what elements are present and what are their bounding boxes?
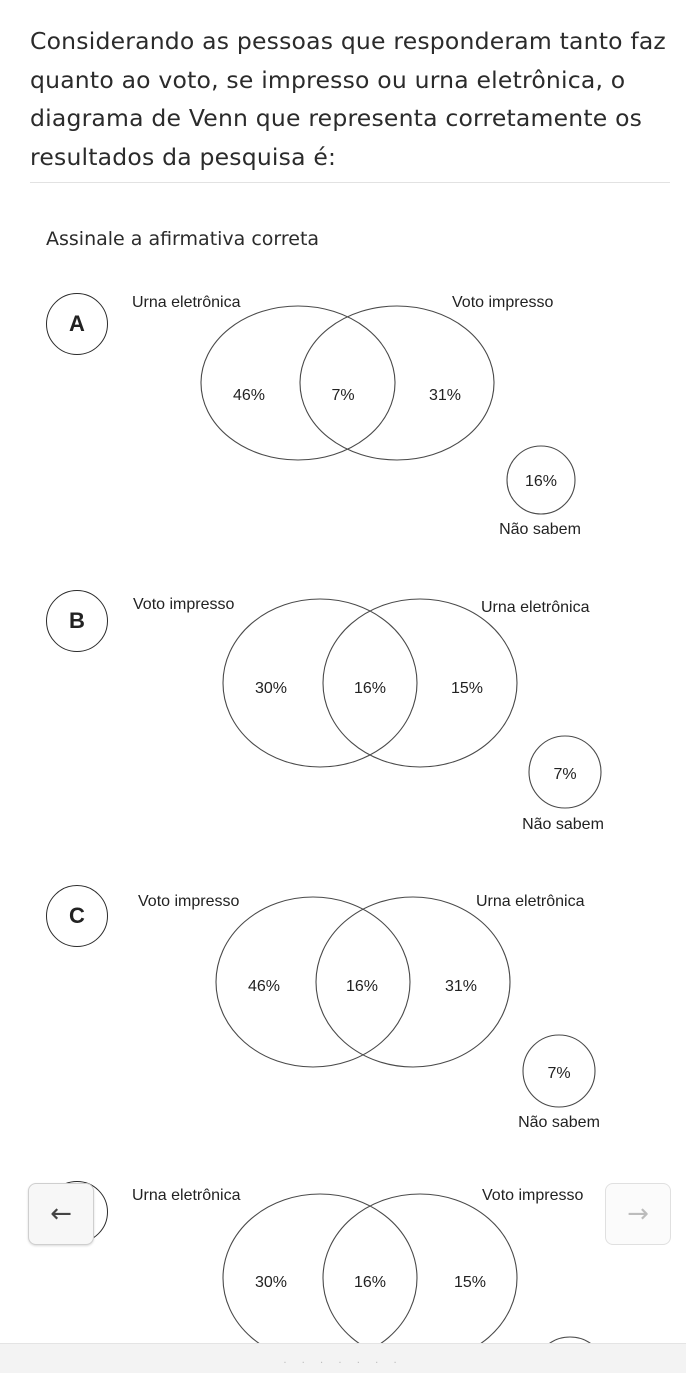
venn-label-right: Voto impresso xyxy=(452,294,553,311)
outside-circle xyxy=(528,735,602,809)
venn-circle-right xyxy=(299,305,495,461)
question-text: Considerando as pessoas que responderam … xyxy=(30,27,666,171)
venn-value-left: 30% xyxy=(255,680,287,697)
venn-label-right: Voto impresso xyxy=(482,1187,583,1204)
venn-value-right: 31% xyxy=(445,978,477,995)
outside-circle xyxy=(522,1034,596,1108)
venn-diagram-d: Urna eletrônica Voto impresso 30% 16% 15… xyxy=(132,1187,591,1343)
venn-value-center: 16% xyxy=(354,1274,386,1291)
outside-label: Não sabem xyxy=(522,816,604,833)
option-a[interactable]: A Urna eletrônica Voto impresso 46% 7% 3… xyxy=(0,285,686,575)
outside-label: Não sabem xyxy=(499,521,581,538)
option-d[interactable]: Urna eletrônica Voto impresso 30% 16% 15… xyxy=(0,1178,686,1343)
next-button[interactable]: → xyxy=(605,1183,671,1245)
arrow-right-icon: → xyxy=(627,1199,649,1229)
venn-value-left: 46% xyxy=(233,387,265,404)
instruction-text: Assinale a afirmativa correta xyxy=(46,228,320,250)
venn-circle-left xyxy=(222,1193,418,1343)
option-letter-b[interactable]: B xyxy=(46,590,108,652)
option-b[interactable]: B Voto impresso Urna eletrônica 30% 16% … xyxy=(0,587,686,877)
venn-value-center: 16% xyxy=(346,978,378,995)
outside-value: 16% xyxy=(525,473,557,490)
venn-circle-left xyxy=(215,896,411,1068)
venn-circle-left xyxy=(200,305,396,461)
outside-circle xyxy=(549,1336,591,1343)
venn-value-right: 31% xyxy=(429,387,461,404)
outside-label: Não sabem xyxy=(518,1114,600,1131)
venn-diagram-b: Voto impresso Urna eletrônica 30% 16% 15… xyxy=(133,596,604,833)
venn-value-left: 30% xyxy=(255,1274,287,1291)
venn-label-right: Urna eletrônica xyxy=(476,893,585,910)
venn-diagram-c: Voto impresso Urna eletrônica 46% 16% 31… xyxy=(138,893,600,1131)
venn-circle-right xyxy=(322,598,518,768)
outside-circle xyxy=(506,445,576,515)
venn-circle-right xyxy=(322,1193,518,1343)
outside-value: 7% xyxy=(547,1065,570,1082)
prev-button[interactable]: ← xyxy=(28,1183,94,1245)
venn-label-left: Voto impresso xyxy=(133,596,234,613)
divider xyxy=(30,182,670,183)
bottom-bar-dots: · · · · · · · xyxy=(283,1358,403,1369)
venn-circle-right xyxy=(315,896,511,1068)
venn-value-right: 15% xyxy=(451,680,483,697)
venn-value-left: 46% xyxy=(248,978,280,995)
venn-diagram-a: Urna eletrônica Voto impresso 46% 7% 31%… xyxy=(132,294,581,538)
venn-value-center: 7% xyxy=(331,387,354,404)
venn-value-center: 16% xyxy=(354,680,386,697)
venn-circle-left xyxy=(222,598,418,768)
arrow-left-icon: ← xyxy=(50,1199,72,1229)
option-c[interactable]: C Voto impresso Urna eletrônica 46% 16% … xyxy=(0,883,686,1173)
venn-label-left: Urna eletrônica xyxy=(132,294,241,311)
venn-label-right: Urna eletrônica xyxy=(481,599,590,616)
option-letter-a[interactable]: A xyxy=(46,293,108,355)
venn-value-right: 15% xyxy=(454,1274,486,1291)
bottom-bar: · · · · · · · xyxy=(0,1343,686,1373)
option-letter-c[interactable]: C xyxy=(46,885,108,947)
venn-label-left: Voto impresso xyxy=(138,893,239,910)
outside-value: 7% xyxy=(553,766,576,783)
venn-label-left: Urna eletrônica xyxy=(132,1187,241,1204)
